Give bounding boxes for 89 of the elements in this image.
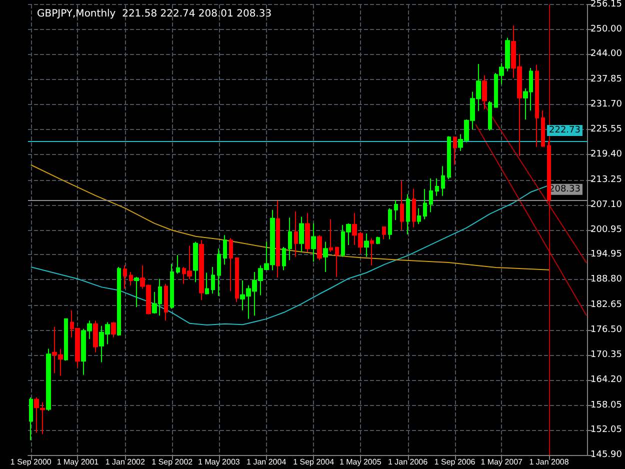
candlestick	[193, 241, 198, 283]
candlestick	[323, 241, 328, 272]
candlestick	[335, 246, 339, 278]
candlestick	[205, 272, 209, 295]
x-tick-label: 1 Jan 2002	[105, 458, 146, 466]
y-tick-label: 244.00	[590, 49, 622, 60]
candlestick	[276, 200, 280, 278]
candlestick	[305, 212, 310, 252]
candlestick	[370, 238, 374, 266]
candlestick	[282, 246, 286, 271]
candlestick	[447, 136, 451, 180]
candlestick	[34, 396, 39, 434]
candlestick	[134, 276, 139, 308]
x-tick-label: 1 Sep 2004	[293, 458, 335, 466]
x-tick-label: 1 Jan 2006	[388, 458, 428, 466]
candlestick	[441, 166, 445, 196]
line-series	[30, 164, 550, 270]
candlestick	[547, 140, 551, 202]
candlestick	[288, 217, 292, 261]
x-tick-label: 1 May 2001	[56, 458, 100, 466]
candlestick	[317, 234, 322, 261]
x-tick-label: 1 Sep 2006	[434, 458, 476, 466]
candlestick	[400, 180, 404, 231]
candlestick	[453, 136, 457, 165]
candlestick	[535, 64, 539, 148]
candlestick	[329, 218, 333, 252]
y-tick-label: 219.40	[590, 150, 622, 160]
y-tick-label: 225.55	[590, 124, 622, 135]
candlestick	[311, 222, 316, 262]
candlestick	[117, 266, 121, 336]
y-tick-label: 231.70	[590, 99, 622, 110]
candlestick	[46, 348, 51, 412]
y-tick-label: 182.65	[590, 300, 622, 310]
candlestick	[123, 264, 127, 290]
candlestick	[429, 178, 433, 213]
x-tick-label: 1 Sep 2002	[152, 458, 194, 466]
y-tick-label: 207.10	[590, 200, 622, 210]
x-tick-label: 1 Sep 2000	[10, 458, 52, 466]
candlestick	[129, 271, 133, 286]
chart-title: GBPJPY,Monthly 221.58 222.74 208.01 208.33	[37, 8, 272, 20]
candlestick	[382, 226, 386, 240]
x-tick-label: 1 May 2005	[339, 458, 382, 466]
candlestick	[235, 258, 239, 303]
y-tick-label: 170.35	[590, 350, 622, 360]
candlestick	[111, 322, 116, 338]
candlestick	[29, 396, 33, 441]
candlestick	[388, 208, 392, 240]
x-tick-label: 1 May 2007	[480, 458, 524, 466]
candlestick	[417, 208, 421, 225]
y-tick-label: 158.05	[590, 400, 622, 410]
y-tick-label: 145.90	[590, 450, 622, 460]
candlestick	[164, 283, 168, 322]
candlestick	[294, 210, 298, 258]
x-tick-label: 1 May 2003	[198, 458, 240, 466]
candlestick	[376, 236, 380, 245]
candlestick	[229, 238, 233, 292]
candlestick	[40, 402, 45, 435]
candlestick	[217, 248, 221, 297]
candlestick	[488, 100, 492, 132]
candlestick	[64, 318, 68, 362]
candlestick	[394, 200, 398, 221]
candlestick	[364, 233, 369, 258]
y-tick-label: 176.50	[590, 324, 622, 335]
y-tick-label: 250.00	[590, 24, 622, 35]
candlestick	[170, 263, 174, 310]
x-tick-label: 1 Jan 2004	[246, 458, 287, 466]
candlestick	[299, 216, 304, 252]
candlestick	[412, 188, 416, 228]
candlestick	[211, 266, 215, 294]
candlestick	[199, 240, 204, 301]
candlestick	[435, 178, 439, 196]
y-tick-label: 237.85	[590, 74, 622, 84]
y-tick-label: 194.95	[590, 250, 622, 260]
candlestick	[176, 254, 180, 274]
candlestick	[541, 110, 545, 148]
line-series	[30, 184, 550, 326]
y-tick-label: 164.20	[590, 375, 622, 386]
candlestick	[482, 74, 487, 110]
y-tick-label: 200.95	[590, 225, 622, 236]
candlestick	[223, 234, 227, 266]
candlestick	[406, 194, 410, 235]
y-tick-label: 188.80	[590, 274, 622, 285]
candlestick	[423, 188, 427, 220]
y-tick-label: 256.15	[590, 0, 622, 10]
ref-line-label: 222.73	[549, 126, 581, 136]
x-tick-label: 1 Jan 2008	[529, 458, 570, 466]
candlestick	[93, 320, 98, 353]
y-tick-label: 152.05	[590, 424, 622, 435]
y-tick-label: 213.25	[590, 174, 622, 185]
